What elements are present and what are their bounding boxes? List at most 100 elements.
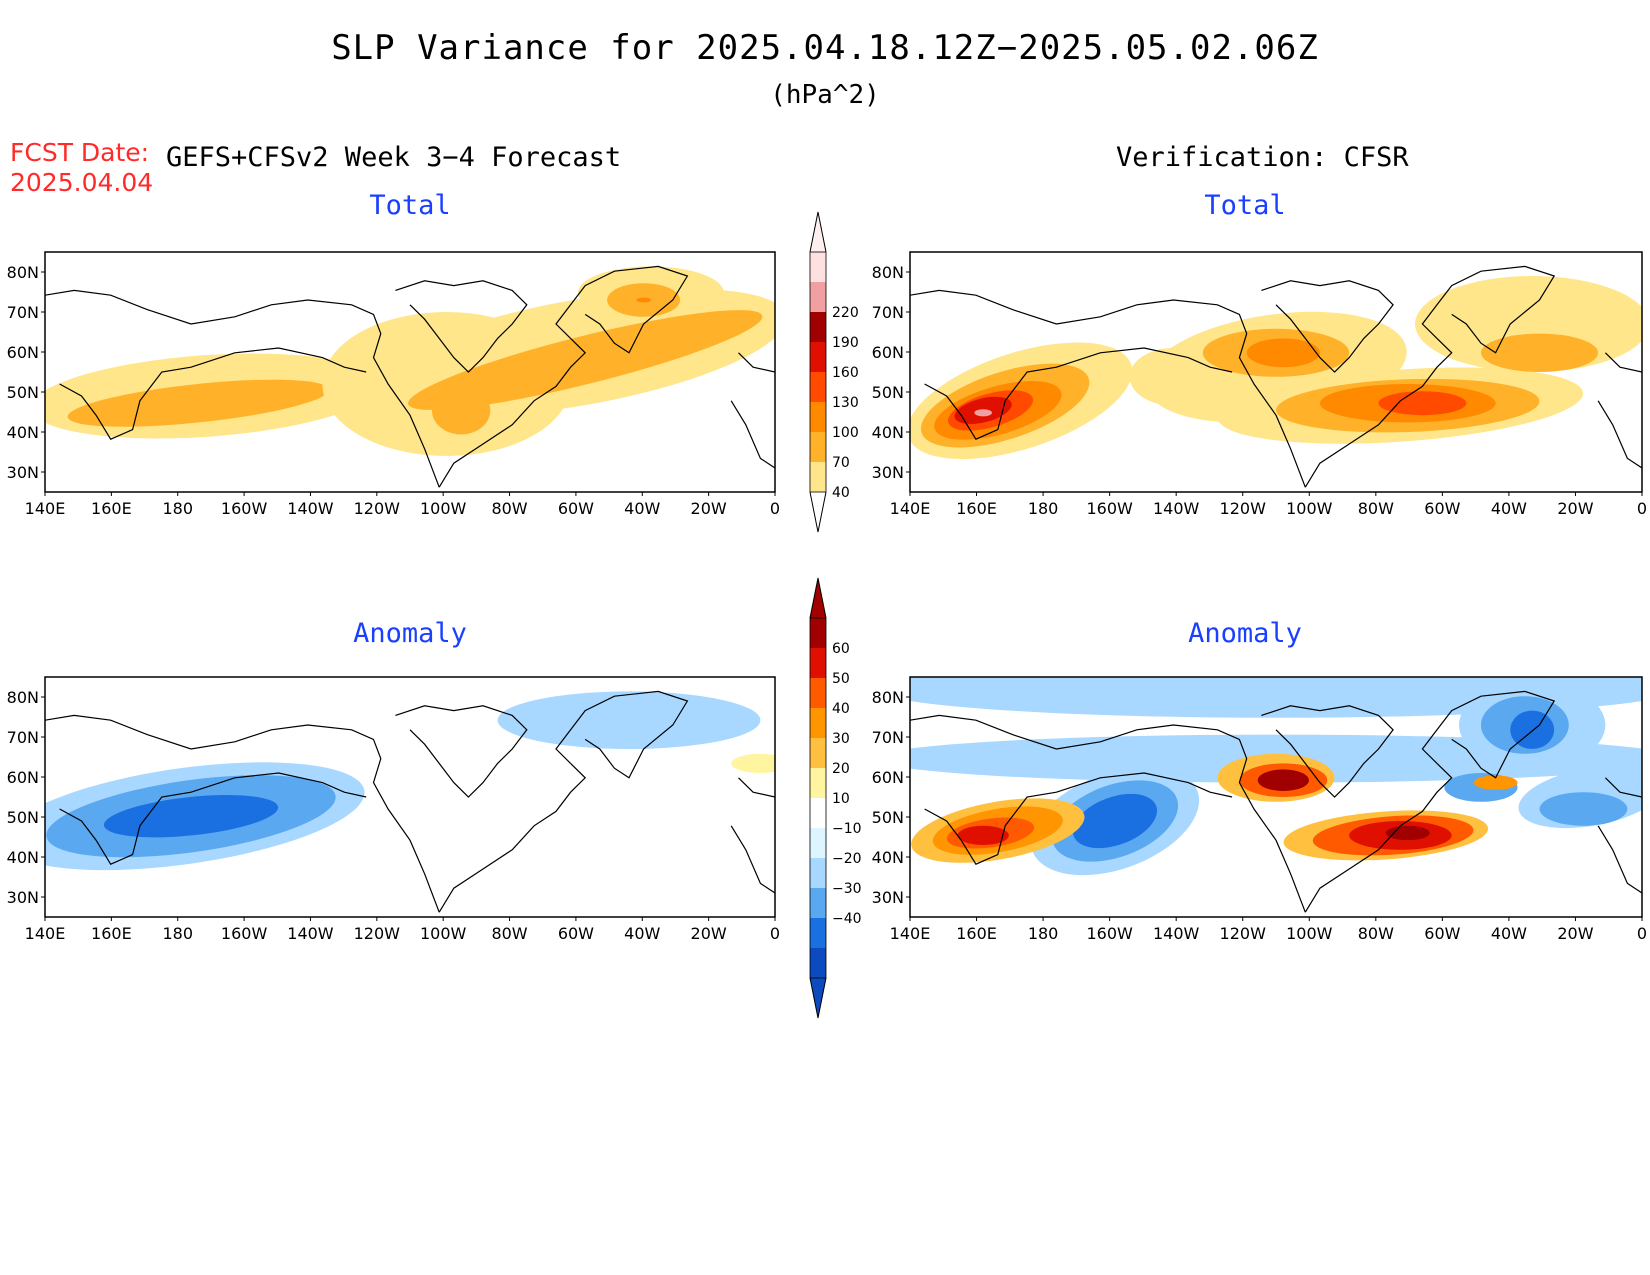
coastline (1604, 352, 1642, 373)
lon-label: 180 (162, 499, 193, 518)
lon-label: 160E (956, 499, 997, 518)
colorbar-level-label: 190 (832, 335, 859, 351)
lon-label: 60W (1424, 924, 1460, 943)
lon-label: 160W (221, 499, 268, 518)
lat-label: 40N (872, 423, 904, 442)
map-frame (909, 251, 1643, 493)
ft-map-panel: 80N 70N 60N 50N 40N 30N 140E 160E 180 160W 140W 120… (7, 251, 780, 518)
forecast-header: GEFS+CFSv2 Week 3−4 Forecast (166, 142, 622, 173)
colorbar-level-label: 20 (832, 761, 850, 777)
lat-label: 40N (7, 423, 39, 442)
lon-label: 160E (956, 924, 997, 943)
colorbar-level-label: 60 (832, 641, 850, 657)
colorbar-lower-arrow (809, 977, 827, 1019)
lon-label: 100W (420, 499, 467, 518)
coastline (438, 762, 587, 913)
contour-fill (1539, 792, 1628, 826)
contour-fill (103, 795, 279, 838)
colorbar-frame (809, 617, 827, 979)
colorbar-segment (810, 618, 826, 648)
coastline (1421, 265, 1556, 354)
coastline (1304, 762, 1453, 913)
map-field (910, 677, 1642, 917)
colorbar-segment (810, 342, 826, 372)
lon-label: 160W (1086, 924, 1133, 943)
lon-label: 40W (1491, 499, 1527, 518)
map-field (45, 252, 775, 492)
lat-label: 30N (7, 888, 39, 907)
coastline (1597, 400, 1642, 469)
verification-total-title: Total (1204, 190, 1286, 221)
contour-fill (497, 691, 761, 749)
coastline (395, 280, 528, 373)
colorbar-level-label: −10 (832, 821, 862, 837)
lat-label: 60N (7, 768, 39, 787)
coastline (1304, 337, 1453, 488)
contour-fill (731, 753, 775, 773)
colorbar-segment (810, 312, 826, 342)
contour-fill (1480, 333, 1599, 372)
colorbar-upper-arrow (809, 211, 827, 253)
lon-label: 140E (25, 924, 66, 943)
lon-label: 140W (1153, 499, 1200, 518)
coastline (1604, 777, 1642, 798)
lon-label: 40W (624, 499, 660, 518)
forecast-total-title: Total (369, 190, 451, 221)
coastline (730, 825, 775, 894)
lat-label: 60N (7, 343, 39, 362)
colorbar-level-label: 40 (832, 485, 850, 501)
lon-label: 0 (770, 924, 780, 943)
map-frame (44, 251, 776, 493)
coastline (910, 714, 1306, 913)
contour-fill (1473, 775, 1518, 790)
colorbar-segment (810, 372, 826, 402)
lat-label: 30N (872, 463, 904, 482)
lon-label: 40W (624, 924, 660, 943)
coastline (738, 352, 775, 373)
lon-label: 140E (890, 499, 931, 518)
colorbar-segment (810, 462, 826, 492)
colorbar-segment (810, 948, 826, 978)
lat-label: 60N (872, 343, 904, 362)
coastline (555, 690, 689, 779)
lon-label: 120W (354, 499, 401, 518)
contour-fill (974, 409, 992, 417)
forecast-date: 2025.04.04 (10, 168, 154, 197)
colorbar-lower-arrow (809, 491, 827, 533)
coastline (924, 347, 1233, 440)
contour-fill (1385, 825, 1430, 841)
contour-fill (1246, 338, 1320, 368)
coastline (1597, 825, 1642, 894)
lon-label: 0 (1637, 924, 1647, 943)
contour-fill (1257, 769, 1309, 791)
fa-map-panel: 80N 70N 60N 50N 40N 30N 140E 160E 180 160W 140W 120… (7, 676, 780, 943)
colorbar-segment (810, 402, 826, 432)
colorbar-level-label: 130 (832, 395, 859, 411)
lon-label: 140W (1153, 924, 1200, 943)
lon-label: 80W (1358, 499, 1394, 518)
lon-label: 140E (25, 499, 66, 518)
lon-label: 100W (1286, 499, 1333, 518)
colorbar-level-label: −20 (832, 851, 862, 867)
lat-label: 80N (872, 263, 904, 282)
lon-label: 40W (1491, 924, 1527, 943)
coastline (59, 772, 367, 865)
contour-fill (1072, 793, 1158, 849)
map-field (45, 677, 775, 917)
colorbar-level-label: 220 (832, 305, 859, 321)
contour-fill (67, 379, 329, 427)
vt-map-panel: 80N 70N 60N 50N 40N 30N 140E 160E 180 160W 140W 120… (872, 251, 1647, 518)
lat-label: 50N (7, 808, 39, 827)
colorbar-upper-arrow (809, 577, 827, 619)
lon-label: 60W (1424, 499, 1460, 518)
lon-label: 140W (287, 499, 334, 518)
coastline (45, 714, 440, 913)
colorbar-segment (810, 888, 826, 918)
colorbar-level-label: 100 (832, 425, 859, 441)
lon-label: 100W (420, 924, 467, 943)
lon-label: 180 (162, 924, 193, 943)
colorbar-segment (810, 768, 826, 798)
lon-label: 80W (491, 924, 527, 943)
lon-label: 60W (558, 924, 594, 943)
